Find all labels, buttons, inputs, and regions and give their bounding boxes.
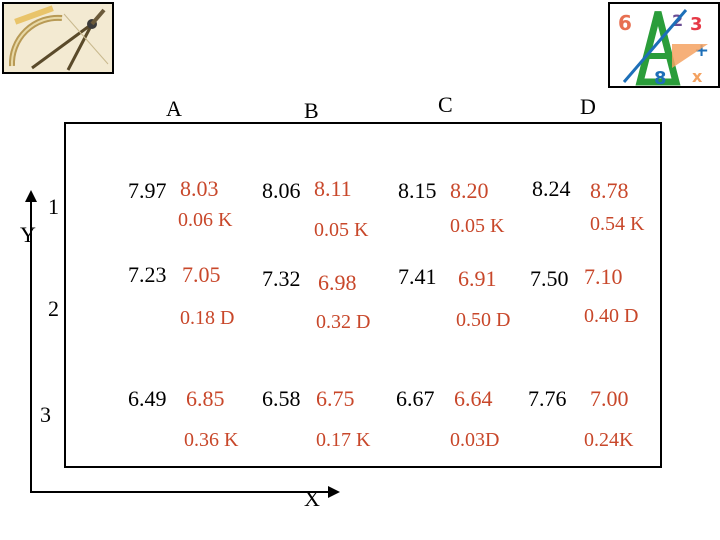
x-axis-arrow [328,486,340,498]
cell-b2-value1: 7.32 [262,266,301,291]
y-axis-line [30,200,32,493]
cell-a2-value1: 7.23 [128,262,167,287]
cell-d3-diff: 0.24K [584,429,634,451]
cell-b3-diff: 0.17 K [316,429,371,451]
cell-c3-value1: 6.67 [396,386,435,411]
cell-b2-diff: 0.32 D [316,311,371,333]
svg-text:x: x [692,67,703,86]
column-header-d: D [580,94,596,119]
cell-c2-diff: 0.50 D [456,309,511,331]
cell-c2-value1: 7.41 [398,264,437,289]
cell-a2-diff: 0.18 D [180,307,235,329]
column-header-b: B [304,98,319,123]
cell-a3-value1: 6.49 [128,386,167,411]
cell-b3-value1: 6.58 [262,386,301,411]
x-axis-line [30,491,330,493]
column-header-c: C [438,92,453,117]
cell-d2-diff: 0.40 D [584,305,639,327]
cell-b1-value1: 8.06 [262,178,301,203]
row-label-2: 2 [48,296,59,321]
cell-c3-value2: 6.64 [454,386,493,411]
grid-frame [64,122,662,468]
cell-c1-value1: 8.15 [398,178,437,203]
y-axis-arrow [25,190,37,202]
math-symbols-icon: 6 2 3 + 8 x [608,2,720,88]
svg-text:6: 6 [618,11,632,35]
cell-d3-value2: 7.00 [590,386,629,411]
cell-b2-value2: 6.98 [318,270,357,295]
column-header-a: A [166,96,182,121]
x-axis-label: X [304,486,320,511]
cell-d2-value1: 7.50 [530,266,569,291]
cell-b3-value2: 6.75 [316,386,355,411]
svg-text:8: 8 [654,68,667,86]
cell-c3-diff: 0.03D [450,429,500,451]
cell-c1-value2: 8.20 [450,178,489,203]
svg-text:3: 3 [690,14,703,35]
cell-d3-value1: 7.76 [528,386,567,411]
cell-a1-diff: 0.06 K [178,209,233,231]
row-label-3: 3 [40,402,51,427]
cell-d2-value2: 7.10 [584,264,623,289]
cell-d1-value2: 8.78 [590,178,629,203]
geometry-tools-icon [2,2,114,74]
cell-b1-value2: 8.11 [314,176,352,201]
cell-a1-value2: 8.03 [180,176,219,201]
cell-a2-value2: 7.05 [182,262,221,287]
cell-c1-diff: 0.05 K [450,215,505,237]
cell-a3-diff: 0.36 K [184,429,239,451]
cell-d1-value1: 8.24 [532,176,571,201]
cell-a1-value1: 7.97 [128,178,167,203]
cell-a3-value2: 6.85 [186,386,225,411]
cell-b1-diff: 0.05 K [314,219,369,241]
cell-d1-diff: 0.54 K [590,213,645,235]
row-label-1: 1 [48,194,59,219]
cell-c2-value2: 6.91 [458,266,497,291]
y-axis-label: Y [20,222,36,247]
